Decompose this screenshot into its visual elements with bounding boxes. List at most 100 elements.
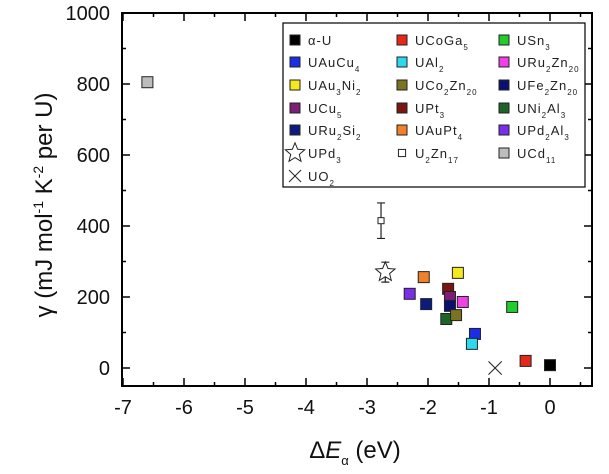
y-tick-label: 0: [99, 358, 110, 380]
point-UAl2: [465, 337, 478, 350]
point-α-U: [544, 359, 556, 372]
legend-label: UNi2Al3: [517, 101, 566, 120]
marker-square: [289, 102, 301, 114]
legend-label: UFe2Zn20: [517, 78, 578, 97]
x-tick-label: -7: [114, 397, 132, 419]
legend-label: α-U: [308, 33, 332, 48]
x-tick-label: -6: [175, 397, 193, 419]
marker-square: [544, 359, 556, 372]
marker-square: [396, 34, 408, 46]
legend-item-UPt3: UPt3: [396, 101, 445, 120]
point-UCo2Zn20: [450, 309, 463, 322]
marker-small-square: [377, 217, 385, 225]
plot-frame: [121, 12, 593, 387]
legend-item-UCo2Zn20: UCo2Zn20: [396, 78, 478, 97]
legend-item-UFe2Zn20: UFe2Zn20: [498, 78, 578, 97]
point-UAuPt4: [417, 271, 430, 284]
marker-square: [396, 79, 408, 91]
legend-item-UPd3: UPd3: [284, 141, 342, 165]
legend-item-UAu3Ni2: UAu3Ni2: [289, 78, 361, 97]
x-tick-label: 0: [544, 397, 555, 419]
marker-square: [451, 266, 464, 279]
x-tick-label: -3: [358, 397, 376, 419]
point-U2Zn17: [377, 202, 386, 240]
y-tick-label: 200: [77, 287, 110, 309]
marker-square: [506, 300, 519, 313]
marker-square: [468, 327, 481, 340]
marker-square: [396, 124, 408, 136]
point-UPd2Al3: [403, 287, 416, 300]
marker-square: [289, 79, 301, 91]
point-UPd3: [374, 260, 397, 283]
legend-item-UCd11: UCd11: [498, 146, 556, 165]
legend-label: UPt3: [415, 101, 445, 120]
legend-item-UAl2: UAl2: [396, 55, 444, 74]
legend-item-USn3: USn3: [498, 33, 551, 52]
legend-label: UO2: [308, 169, 335, 188]
point-UCoGa5: [519, 354, 532, 367]
legend-label: UCoGa5: [415, 33, 469, 52]
marker-square: [396, 102, 408, 114]
marker-square: [498, 79, 510, 91]
marker-square: [465, 337, 478, 350]
legend-label: UAl2: [415, 55, 444, 74]
legend-label: UCu5: [308, 101, 342, 120]
legend: α-U UAuCu4 UAu3Ni2 UCu5 URu2Si2 UPd3 UO2 UCoGa5…: [282, 22, 586, 188]
legend-item-UPd2Al3: UPd2Al3: [498, 123, 570, 142]
legend-item-UCu5: UCu5: [289, 101, 342, 120]
marker-square: [498, 124, 510, 136]
x-tick-label: -2: [419, 397, 437, 419]
marker-x: [288, 169, 302, 183]
legend-label: UAuCu4: [308, 55, 360, 74]
point-USn3: [506, 300, 519, 313]
marker-square: [141, 76, 154, 89]
marker-star: [284, 141, 306, 163]
marker-small-square: [397, 148, 407, 158]
legend-label: URu2Zn20: [517, 55, 580, 74]
marker-square: [450, 309, 463, 322]
x-tick-label: -5: [236, 397, 254, 419]
y-tick-label: 800: [77, 74, 110, 96]
legend-label: UAu3Ni2: [308, 78, 361, 97]
legend-item-U2Zn17: U2Zn17: [397, 146, 458, 165]
axis-titles: ΔEα (eV) γ (mJ mol-1 K-2 per U): [30, 93, 401, 468]
marker-square: [498, 102, 510, 114]
legend-item-UAuPt4: UAuPt4: [396, 123, 463, 142]
marker-square: [498, 147, 510, 159]
legend-box: [282, 22, 586, 188]
axes: -7 -6 -5 -4 -3 -2 -1 0 0 200 400 600 800 1000: [66, 3, 593, 419]
marker-square: [417, 271, 430, 284]
legend-item-α-U: α-U: [289, 33, 332, 48]
point-UAuCu4: [468, 327, 481, 340]
point-UCd11: [141, 76, 154, 89]
legend-item-UAuCu4: UAuCu4: [289, 55, 360, 74]
marker-star: [374, 260, 397, 282]
marker-square: [498, 34, 510, 46]
legend-label: USn3: [517, 33, 551, 52]
x-axis-title: ΔEα (eV): [309, 437, 401, 468]
marker-square: [396, 56, 408, 68]
marker-square: [456, 295, 469, 308]
legend-label: UAuPt4: [415, 123, 463, 142]
legend-item-UCoGa5: UCoGa5: [396, 33, 469, 52]
legend-label: UCd11: [517, 146, 556, 165]
point-UO2: [488, 361, 503, 375]
legend-label: UCo2Zn20: [415, 78, 478, 97]
legend-label: URu2Si2: [308, 123, 361, 142]
legend-item-URu2Si2: URu2Si2: [289, 123, 361, 142]
y-tick-label: 600: [77, 145, 110, 167]
legend-label: UPd3: [308, 146, 342, 165]
x-tick-label: -4: [297, 397, 315, 419]
point-UFe2Zn20: [443, 299, 456, 312]
marker-square: [403, 287, 416, 300]
point-URu2Zn20: [456, 295, 469, 308]
marker-square: [289, 34, 301, 46]
y-axis-title: γ (mJ mol-1 K-2 per U): [30, 93, 58, 318]
legend-item-UO2: UO2: [288, 169, 335, 188]
legend-item-UNi2Al3: UNi2Al3: [498, 101, 566, 120]
marker-square: [289, 124, 301, 136]
marker-square: [498, 56, 510, 68]
marker-square: [519, 354, 532, 367]
legend-label: UPd2Al3: [517, 123, 570, 142]
